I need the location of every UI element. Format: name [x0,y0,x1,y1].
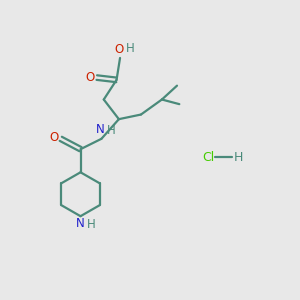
Text: Cl: Cl [202,151,214,164]
Text: O: O [114,43,124,56]
Text: H: H [87,218,96,231]
Text: N: N [76,217,85,230]
Text: H: H [234,151,243,164]
Text: H: H [126,42,135,55]
Text: H: H [106,124,115,137]
Text: N: N [96,124,105,136]
Text: O: O [50,131,59,144]
Text: O: O [86,71,95,84]
